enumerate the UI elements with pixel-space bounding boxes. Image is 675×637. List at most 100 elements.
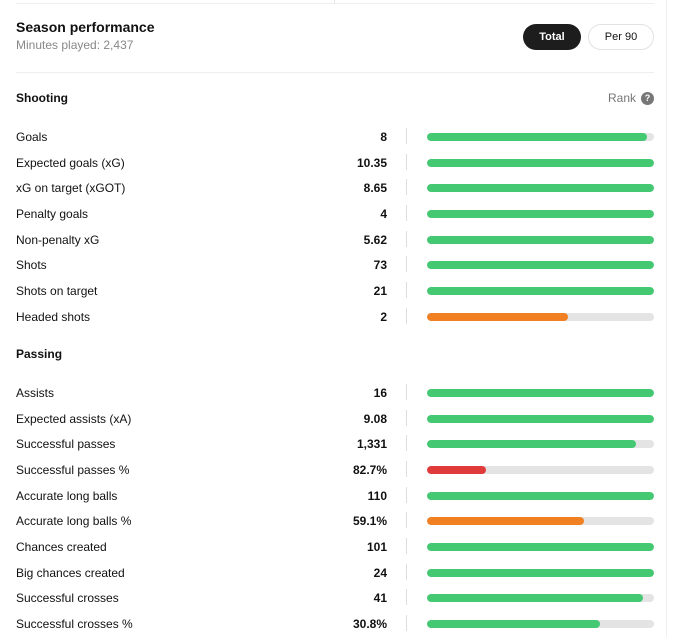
rank-bar	[427, 209, 654, 218]
stat-row: Expected goals (xG) 10.35	[16, 153, 654, 173]
stat-divider	[406, 435, 407, 452]
rank-bar	[427, 440, 654, 449]
rank-bar-fill	[427, 414, 654, 423]
rank-bar	[427, 261, 654, 270]
stat-value: 101	[366, 539, 387, 554]
rank-bar	[427, 312, 654, 321]
stat-row: xG on target (xGOT) 8.65	[16, 178, 654, 198]
section-title: Passing	[16, 347, 63, 361]
stat-value: 30.8%	[352, 616, 387, 631]
stat-label: Headed shots	[16, 309, 91, 324]
stat-value: 1,331	[356, 437, 387, 452]
header-divider	[16, 72, 654, 73]
rank-label: Rank	[607, 91, 636, 105]
rank-bar	[427, 568, 654, 577]
rank-bar-fill	[427, 133, 648, 141]
stat-label: Accurate long balls %	[16, 514, 132, 529]
stat-label: Shots on target	[16, 283, 98, 298]
top-divider	[16, 3, 654, 4]
stat-divider	[406, 281, 407, 298]
stat-divider	[406, 486, 407, 503]
top-column-divider	[334, 0, 335, 3]
stat-divider	[406, 512, 407, 529]
rank-bar-fill	[427, 286, 654, 295]
rank-bar-fill	[427, 158, 654, 167]
rank-bar	[427, 133, 654, 141]
rank-bar-fill	[427, 312, 568, 321]
stat-row: Headed shots 2	[16, 307, 654, 327]
rank-bar-fill	[427, 209, 654, 218]
stat-value: 82.7%	[352, 462, 387, 477]
stat-label: Goals	[16, 130, 48, 144]
stat-divider	[406, 256, 407, 273]
stat-value: 8.65	[363, 181, 387, 196]
rank-bar	[427, 184, 654, 193]
stat-label: Non-penalty xG	[16, 232, 100, 247]
rank-bar-fill	[427, 440, 636, 449]
stat-row: Successful passes % 82.7%	[16, 460, 654, 480]
stat-value: 2	[380, 309, 387, 324]
stat-divider	[406, 307, 407, 324]
stat-divider	[406, 204, 407, 221]
stat-divider	[406, 384, 407, 400]
rank-bar	[427, 235, 654, 244]
stat-value: 73	[373, 258, 387, 273]
rank-bar-fill	[427, 261, 654, 270]
page-title: Season performance	[16, 19, 155, 35]
rank-bar-fill	[427, 491, 654, 500]
stat-divider	[406, 128, 407, 144]
stat-divider	[406, 589, 407, 606]
stat-value: 110	[367, 488, 387, 503]
rank-bar	[427, 286, 654, 295]
rank-bar	[427, 619, 654, 628]
stat-row: Shots on target 21	[16, 281, 654, 301]
rank-bar	[427, 158, 654, 167]
stat-label: Assists	[16, 386, 55, 400]
stat-label: Shots	[16, 258, 47, 273]
stat-label: Expected goals (xG)	[16, 155, 125, 170]
rank-bar	[427, 414, 654, 423]
stat-label: Successful crosses %	[16, 616, 133, 631]
stat-label: Successful passes	[16, 437, 116, 452]
stat-divider	[406, 409, 407, 426]
stat-row: Chances created 101	[16, 537, 654, 557]
stat-row: Non-penalty xG 5.62	[16, 230, 654, 250]
rank-bar-fill	[427, 184, 654, 193]
rank-header: Rank ?	[608, 91, 654, 105]
stat-divider	[406, 230, 407, 247]
stat-label: Successful passes %	[16, 462, 130, 477]
rank-bar-fill	[427, 517, 584, 526]
stat-row: Successful crosses % 30.8%	[16, 614, 654, 634]
stat-value: 8	[380, 130, 387, 144]
stat-row: Successful passes 1,331	[16, 434, 654, 454]
stat-value: 41	[373, 591, 387, 606]
total-toggle-button[interactable]: Total	[523, 24, 581, 50]
stat-divider	[406, 460, 407, 477]
rank-bar-fill	[427, 568, 654, 577]
stat-row: Shots 73	[16, 255, 654, 275]
section-title: Shooting	[16, 91, 68, 105]
rank-bar	[427, 389, 654, 397]
rank-bar-fill	[427, 594, 643, 603]
stat-row: Accurate long balls % 59.1%	[16, 511, 654, 531]
stat-value: 21	[373, 283, 387, 298]
stat-label: xG on target (xGOT)	[16, 181, 126, 196]
stat-label: Expected assists (xA)	[16, 411, 132, 426]
stat-divider	[406, 537, 407, 554]
stat-value: 59.1%	[352, 514, 387, 529]
per-90-toggle-button[interactable]: Per 90	[588, 24, 654, 50]
rank-bar	[427, 465, 654, 474]
rank-bar	[427, 491, 654, 500]
panel-border	[666, 0, 667, 637]
rank-bar-fill	[427, 619, 600, 628]
stat-divider	[406, 179, 407, 196]
stat-row: Penalty goals 4	[16, 204, 654, 224]
rank-bar-fill	[427, 542, 654, 551]
rank-bar-fill	[427, 389, 654, 397]
stat-divider	[406, 563, 407, 580]
rank-bar-fill	[427, 465, 487, 474]
help-icon[interactable]: ?	[641, 91, 654, 105]
stat-value: 24	[373, 565, 387, 580]
stat-label: Penalty goals	[16, 206, 89, 221]
minutes-played: Minutes played: 2,437	[16, 38, 134, 52]
